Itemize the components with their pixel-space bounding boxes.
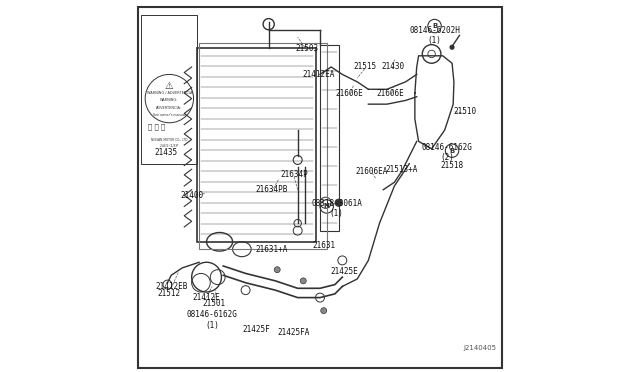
- Text: 21606EA: 21606EA: [356, 167, 388, 176]
- Text: 21606E: 21606E: [336, 89, 364, 97]
- Text: 08146-6202H
(1): 08146-6202H (1): [409, 26, 460, 45]
- Text: WARNING:: WARNING:: [160, 99, 179, 102]
- Text: 21513+A: 21513+A: [386, 165, 418, 174]
- Text: 08146-6162G
(1): 08146-6162G (1): [187, 310, 237, 330]
- Text: B: B: [449, 148, 454, 154]
- Circle shape: [300, 278, 306, 284]
- Text: 21501: 21501: [202, 299, 225, 308]
- Text: ADVERTENCIA:: ADVERTENCIA:: [156, 106, 182, 110]
- Text: J2140405: J2140405: [463, 345, 497, 351]
- Text: 21512: 21512: [158, 289, 181, 298]
- Text: 21631: 21631: [312, 241, 335, 250]
- Text: 21634P: 21634P: [280, 170, 308, 179]
- Text: 21634PB: 21634PB: [255, 185, 288, 194]
- Text: 21515: 21515: [353, 62, 376, 71]
- Text: 21425FA: 21425FA: [278, 328, 310, 337]
- Text: 244/2 (1/3)P: 244/2 (1/3)P: [160, 144, 179, 148]
- Text: 08318-3061A
(1): 08318-3061A (1): [311, 199, 362, 218]
- Text: 08146-6162G
(2): 08146-6162G (2): [422, 143, 473, 162]
- Circle shape: [335, 199, 342, 206]
- Circle shape: [275, 267, 280, 273]
- Text: 📋 🔧 🌡: 📋 🔧 🌡: [148, 123, 165, 130]
- Text: B: B: [432, 23, 437, 29]
- Bar: [197, 48, 316, 242]
- Text: 21631+A: 21631+A: [255, 245, 288, 254]
- Text: 21606E: 21606E: [377, 89, 404, 97]
- Text: 21412EB: 21412EB: [155, 282, 188, 291]
- Text: 21518: 21518: [440, 161, 463, 170]
- Text: 21425E: 21425E: [330, 267, 358, 276]
- Text: 21503: 21503: [296, 44, 319, 53]
- Text: ⚠: ⚠: [165, 81, 173, 90]
- Text: 21435: 21435: [154, 148, 177, 157]
- Bar: [320, 45, 339, 231]
- Text: 21412E: 21412E: [193, 293, 220, 302]
- Bar: [199, 43, 328, 249]
- Text: 21400: 21400: [180, 191, 204, 200]
- Text: NISSAN MOTOR CO., LTD.: NISSAN MOTOR CO., LTD.: [150, 138, 188, 141]
- Text: WARNING / ADVERTENCIA: WARNING / ADVERTENCIA: [147, 91, 192, 95]
- Circle shape: [450, 45, 454, 49]
- Text: 21412EA: 21412EA: [303, 70, 335, 79]
- Circle shape: [321, 308, 326, 314]
- Text: 21430: 21430: [381, 62, 404, 71]
- Text: See owner's manual: See owner's manual: [153, 113, 186, 117]
- Text: 21510: 21510: [454, 107, 477, 116]
- Text: N: N: [324, 203, 330, 209]
- Bar: [141, 15, 197, 164]
- Text: 21425F: 21425F: [243, 325, 271, 334]
